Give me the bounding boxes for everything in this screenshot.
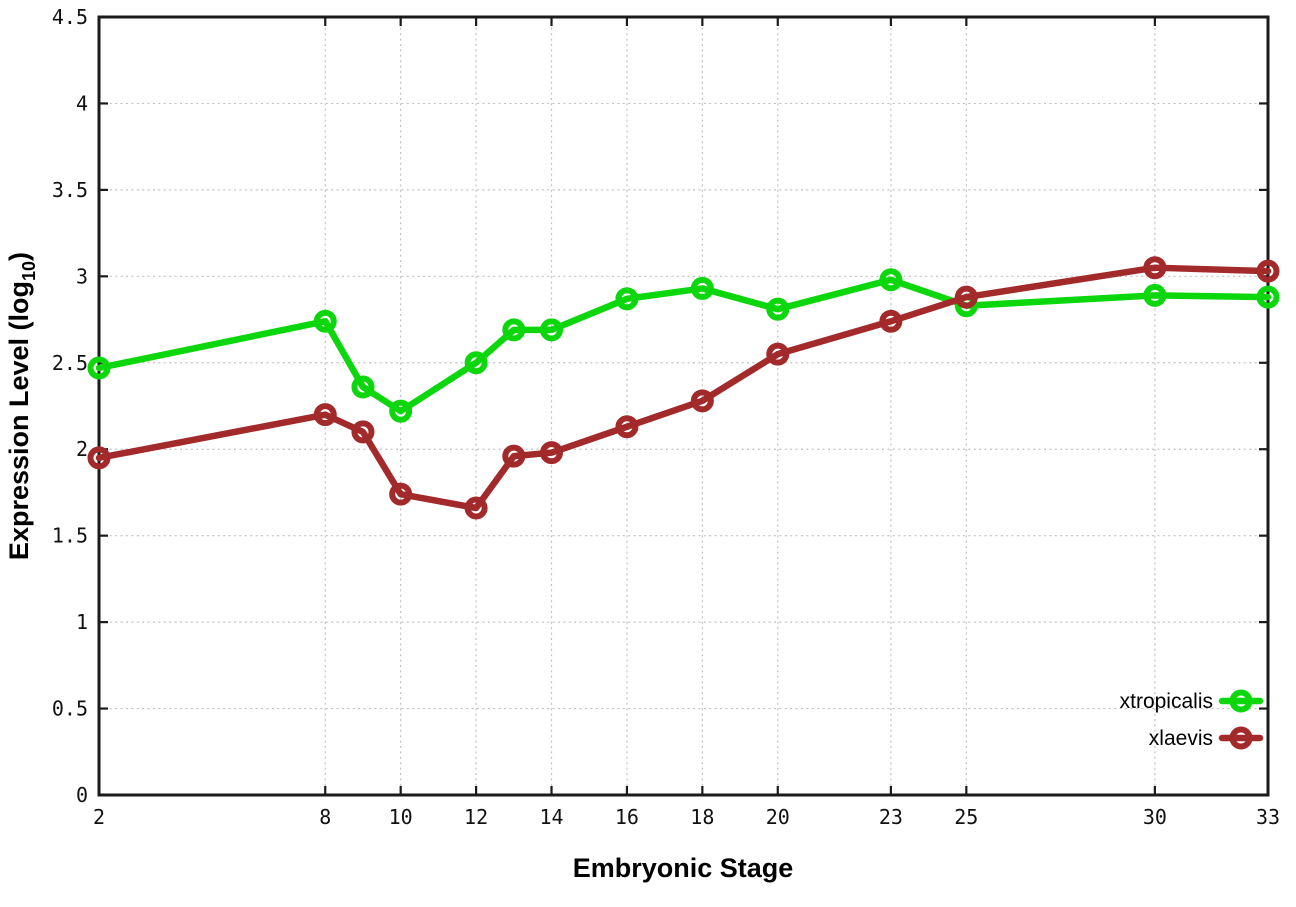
data-point-xlaevis-stage-18	[690, 389, 714, 413]
x-tick-label: 14	[539, 805, 563, 829]
data-point-xlaevis-stage-33	[1256, 259, 1280, 283]
y-axis-title-suffix: )	[4, 252, 34, 261]
y-tick-label: 4.5	[52, 5, 88, 29]
data-point-xtropicalis-stage-8	[313, 309, 337, 333]
y-tick-label: 3.5	[52, 178, 88, 202]
x-tick-label: 12	[464, 805, 488, 829]
x-axis-title: Embryonic Stage	[573, 853, 794, 883]
legend-sample-marker-xtropicalis	[1229, 689, 1253, 713]
data-point-xlaevis-stage-30	[1143, 256, 1167, 280]
y-axis-title-main: Expression Level (log	[4, 281, 34, 560]
series-line-xtropicalis	[95, 276, 1272, 415]
data-point-xtropicalis-stage-23	[879, 268, 903, 292]
data-point-xtropicalis-stage-30	[1143, 283, 1167, 307]
x-tick-label: 8	[319, 805, 331, 829]
data-point-xlaevis-stage-20	[766, 342, 790, 366]
data-point-xlaevis-stage-14	[540, 441, 564, 465]
data-point-xtropicalis-stage-14	[540, 318, 564, 342]
data-point-xlaevis-stage-25	[954, 285, 978, 309]
x-tick-label: 25	[954, 805, 978, 829]
y-tick-label: 2.5	[52, 351, 88, 375]
data-point-xtropicalis-stage-9	[351, 375, 375, 399]
data-point-xtropicalis-stage-18	[690, 276, 714, 300]
x-tick-label: 20	[766, 805, 790, 829]
data-point-xtropicalis-stage-12	[464, 351, 488, 375]
data-point-xlaevis-stage-12	[464, 496, 488, 520]
data-point-xlaevis-stage-8	[313, 403, 337, 427]
data-point-xlaevis-stage-2	[87, 446, 111, 470]
legend-label-xtropicalis: xtropicalis	[1120, 690, 1213, 713]
x-tick-label: 18	[690, 805, 714, 829]
legend: xtropicalis xlaevis	[1120, 689, 1264, 750]
data-point-xlaevis-stage-10	[389, 482, 413, 506]
data-point-xtropicalis-stage-13	[502, 318, 526, 342]
data-point-xlaevis-stage-13	[502, 444, 526, 468]
y-axis-title-subscript: 10	[19, 261, 39, 281]
y-tick-label: 3	[76, 264, 88, 288]
x-tick-label: 30	[1143, 805, 1167, 829]
data-point-xtropicalis-stage-10	[389, 399, 413, 423]
plot-border	[97, 15, 1270, 797]
x-tick-label: 33	[1256, 805, 1280, 829]
legend-label-xlaevis: xlaevis	[1149, 727, 1213, 750]
data-point-xlaevis-stage-9	[351, 420, 375, 444]
y-tick-label: 4	[76, 91, 88, 115]
y-tick-label: 1.5	[52, 524, 88, 548]
x-tick-label: 16	[615, 805, 639, 829]
data-point-xlaevis-stage-23	[879, 309, 903, 333]
y-tick-label: 0	[76, 783, 88, 807]
data-point-xtropicalis-stage-16	[615, 287, 639, 311]
y-axis-title: Expression Level (log10)	[4, 252, 39, 560]
x-tick-label: 2	[93, 805, 105, 829]
data-point-xtropicalis-stage-20	[766, 297, 790, 321]
data-point-xtropicalis-stage-33	[1256, 285, 1280, 309]
data-point-xlaevis-stage-16	[615, 415, 639, 439]
y-tick-label: 1	[76, 610, 88, 634]
y-tick-label: 0.5	[52, 697, 88, 721]
plot-area: 2 8 10 12 14 16 18 20 23 25 30 33 0 0.5 1 1.5 2 2.5 3 3.5 4 4…	[52, 5, 1280, 829]
x-tick-label: 23	[879, 805, 903, 829]
data-point-xtropicalis-stage-2	[87, 356, 111, 380]
x-tick-label: 10	[389, 805, 413, 829]
series-line-xlaevis	[95, 264, 1272, 512]
legend-sample-marker-xlaevis	[1229, 726, 1253, 750]
y-tick-label: 2	[76, 437, 88, 461]
